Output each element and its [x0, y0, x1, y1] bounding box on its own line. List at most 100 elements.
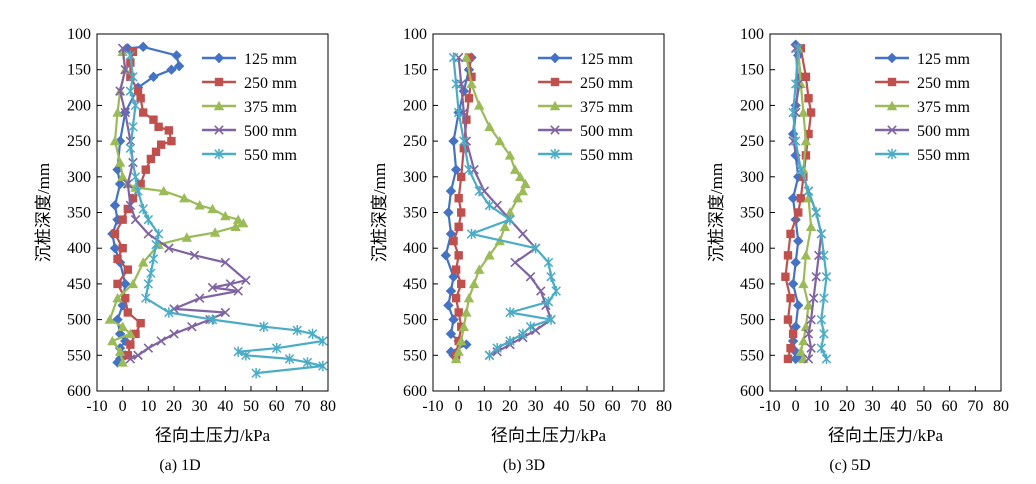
data-point	[819, 250, 829, 261]
y-tick-label: 600	[403, 383, 427, 400]
data-point	[445, 185, 457, 197]
data-point	[143, 214, 154, 225]
legend-label: 125 mm	[917, 51, 970, 68]
data-point	[451, 293, 461, 303]
data-point	[149, 115, 158, 124]
data-point	[530, 325, 541, 336]
data-point	[164, 126, 174, 135]
data-point	[445, 228, 457, 240]
data-point	[125, 200, 136, 211]
data-point	[806, 314, 816, 325]
data-point	[795, 346, 806, 356]
y-tick-label: 400	[403, 240, 427, 257]
data-point	[292, 325, 302, 336]
data-point	[220, 307, 231, 318]
data-point	[811, 207, 821, 218]
legend-item: 550 mm	[202, 147, 297, 164]
data-point	[148, 253, 159, 265]
data-point	[454, 194, 463, 203]
data-point	[461, 52, 472, 62]
data-point	[788, 329, 798, 339]
data-point	[803, 185, 814, 197]
data-point	[800, 250, 812, 260]
data-point	[445, 328, 457, 340]
legend-marker	[550, 148, 560, 160]
x-axis-label: 径向土压力/kPa	[828, 426, 944, 445]
legend-marker	[214, 148, 224, 160]
legend-label: 250 mm	[917, 75, 970, 92]
legend-marker	[886, 100, 898, 111]
data-point	[458, 321, 469, 331]
series-375-mm	[450, 52, 531, 364]
series-550-mm	[788, 43, 832, 365]
data-point	[454, 251, 463, 260]
data-point	[125, 85, 136, 97]
data-point	[788, 107, 798, 118]
x-tick-label: 20	[502, 398, 518, 415]
data-point	[463, 292, 475, 303]
data-point	[786, 229, 795, 239]
y-tick-label: 500	[67, 312, 91, 329]
y-tick-label: 600	[67, 383, 91, 400]
legend-marker	[549, 100, 561, 111]
y-tick-label: 100	[740, 26, 764, 43]
data-point	[443, 207, 454, 218]
data-point	[117, 321, 128, 331]
data-point	[120, 335, 131, 347]
data-point	[803, 354, 814, 364]
data-point	[136, 318, 145, 328]
legend: 125 mm 250 mm 375 mm 500 mm 550 mm	[202, 51, 297, 164]
legend-marker	[213, 52, 225, 64]
data-point	[138, 203, 148, 215]
data-point	[800, 135, 812, 146]
data-point	[307, 328, 318, 340]
data-point	[130, 100, 141, 111]
y-tick-label: 550	[740, 347, 764, 364]
x-tick-label: 30	[192, 398, 208, 415]
data-point	[798, 335, 809, 346]
data-point	[207, 282, 218, 293]
data-point	[448, 52, 459, 63]
data-point	[525, 271, 536, 282]
y-tick-label: 350	[740, 205, 764, 222]
data-point	[803, 300, 814, 310]
x-tick-label: 0	[792, 398, 800, 415]
y-tick-label: 450	[67, 276, 91, 293]
data-point	[468, 278, 480, 289]
data-point	[505, 307, 515, 318]
data-point	[173, 60, 185, 72]
data-point	[153, 228, 164, 240]
data-point	[112, 164, 123, 175]
data-point	[133, 350, 143, 361]
data-point	[123, 179, 133, 189]
data-point	[139, 108, 148, 117]
legend-marker	[214, 125, 224, 135]
data-point	[251, 367, 261, 379]
data-point	[457, 208, 466, 217]
data-point	[233, 286, 243, 296]
data-point	[120, 107, 130, 118]
x-axis-label: 径向土压力/kPa	[155, 426, 271, 445]
legend-label: 500 mm	[580, 123, 633, 140]
series-550-mm	[448, 52, 561, 361]
y-tick-label: 450	[403, 276, 427, 293]
legend-label: 500 mm	[917, 123, 970, 140]
legend-item: 375 mm	[538, 99, 633, 116]
data-point	[259, 321, 269, 332]
x-axis-label: 径向土压力/kPa	[491, 426, 607, 445]
data-point	[167, 136, 176, 146]
data-point	[451, 265, 461, 274]
data-point	[131, 329, 140, 339]
legend-label: 375 mm	[917, 99, 970, 116]
data-point	[117, 357, 128, 367]
data-point	[453, 346, 464, 356]
data-point	[171, 50, 182, 61]
data-point	[504, 207, 516, 217]
data-point	[790, 135, 801, 147]
legend-label: 375 mm	[580, 99, 633, 116]
legend-label: 125 mm	[244, 51, 297, 68]
y-tick-label: 300	[403, 169, 427, 186]
x-tick-label: 40	[890, 398, 906, 415]
legend-item: 125 mm	[538, 51, 633, 68]
data-point	[169, 304, 179, 314]
